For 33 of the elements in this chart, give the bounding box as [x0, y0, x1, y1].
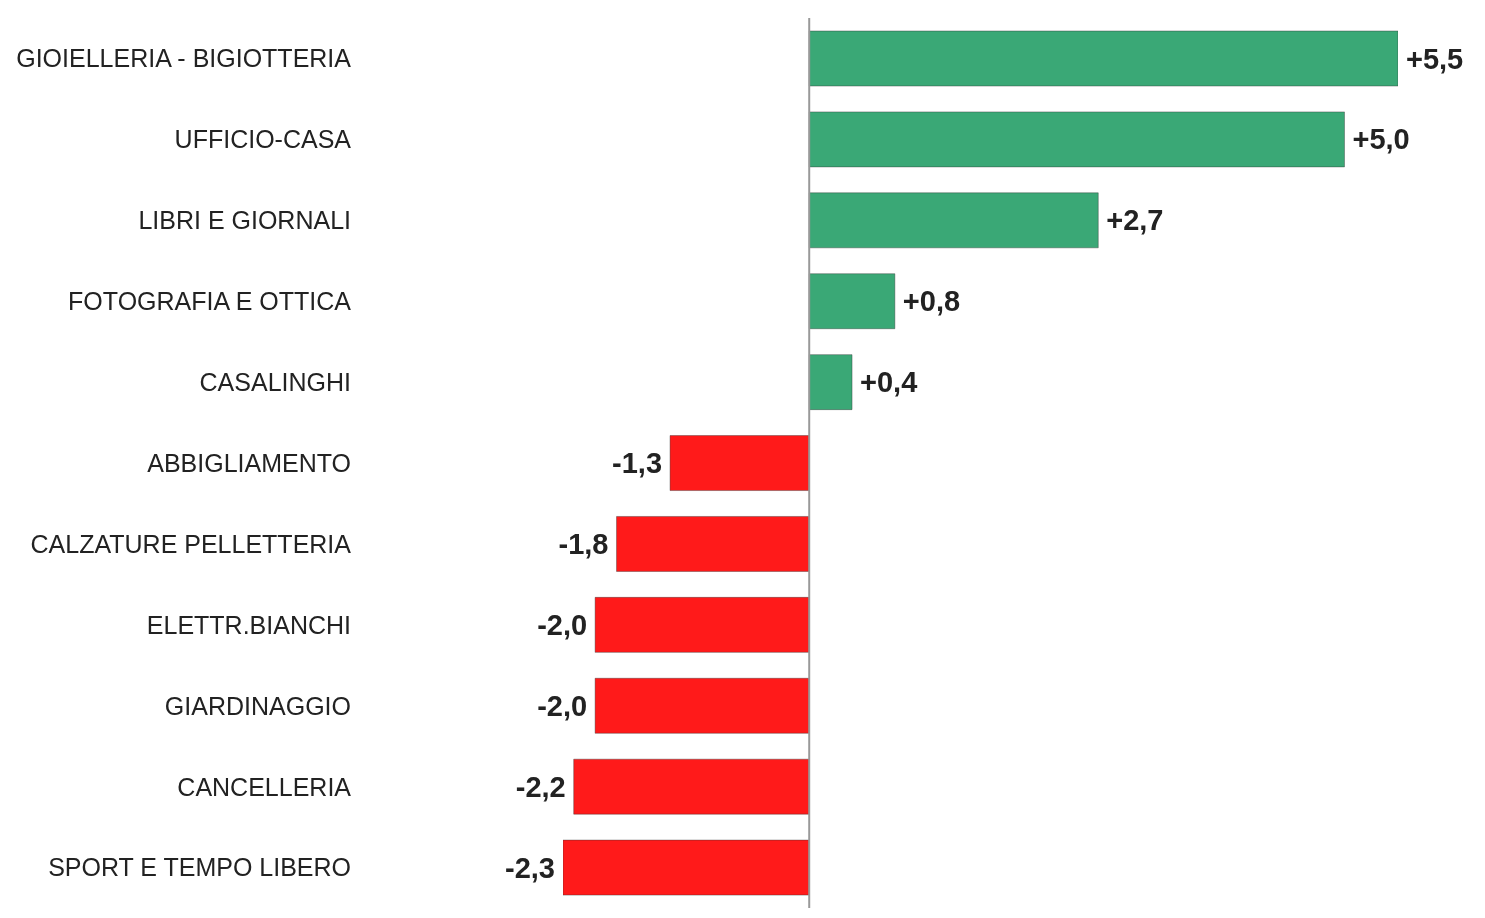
- y-tick-label: GIOIELLERIA - BIGIOTTERIA: [16, 44, 352, 73]
- bar: [808, 354, 853, 411]
- bar: [563, 839, 810, 896]
- y-tick-label: SPORT E TEMPO LIBERO: [48, 853, 351, 882]
- y-tick-label: FOTOGRAFIA E OTTICA: [68, 287, 352, 316]
- data-label: +0,4: [860, 366, 918, 399]
- bar: [669, 435, 810, 492]
- bar: [808, 111, 1345, 168]
- bar: [594, 677, 810, 734]
- y-tick-label: ABBIGLIAMENTO: [147, 448, 351, 477]
- data-label: +5,5: [1406, 42, 1464, 75]
- y-tick-label: CASALINGHI: [199, 367, 351, 396]
- data-label: +2,7: [1106, 204, 1164, 237]
- bar: [573, 758, 810, 815]
- bar: [808, 30, 1398, 87]
- y-tick-label: LIBRI E GIORNALI: [138, 206, 351, 235]
- y-tick-label: ELETTR.BIANCHI: [146, 610, 351, 639]
- data-label: -2,0: [537, 689, 588, 722]
- data-label: -2,3: [505, 851, 555, 884]
- data-label: +0,8: [902, 285, 961, 318]
- data-label: +5,0: [1352, 123, 1410, 156]
- data-label: -1,8: [558, 527, 609, 560]
- y-tick-label: CANCELLERIA: [177, 772, 352, 801]
- y-tick-label: GIARDINAGGIO: [164, 691, 351, 720]
- y-tick-label: CALZATURE PELLETTERIA: [30, 529, 352, 558]
- bar: [808, 273, 896, 330]
- bar: [616, 515, 810, 572]
- bar: [808, 192, 1099, 249]
- data-label: -1,3: [612, 447, 663, 480]
- bar: [594, 596, 810, 653]
- y-tick-label: UFFICIO-CASA: [174, 125, 352, 154]
- data-label: -2,0: [537, 608, 588, 641]
- data-label: -2,2: [515, 770, 566, 803]
